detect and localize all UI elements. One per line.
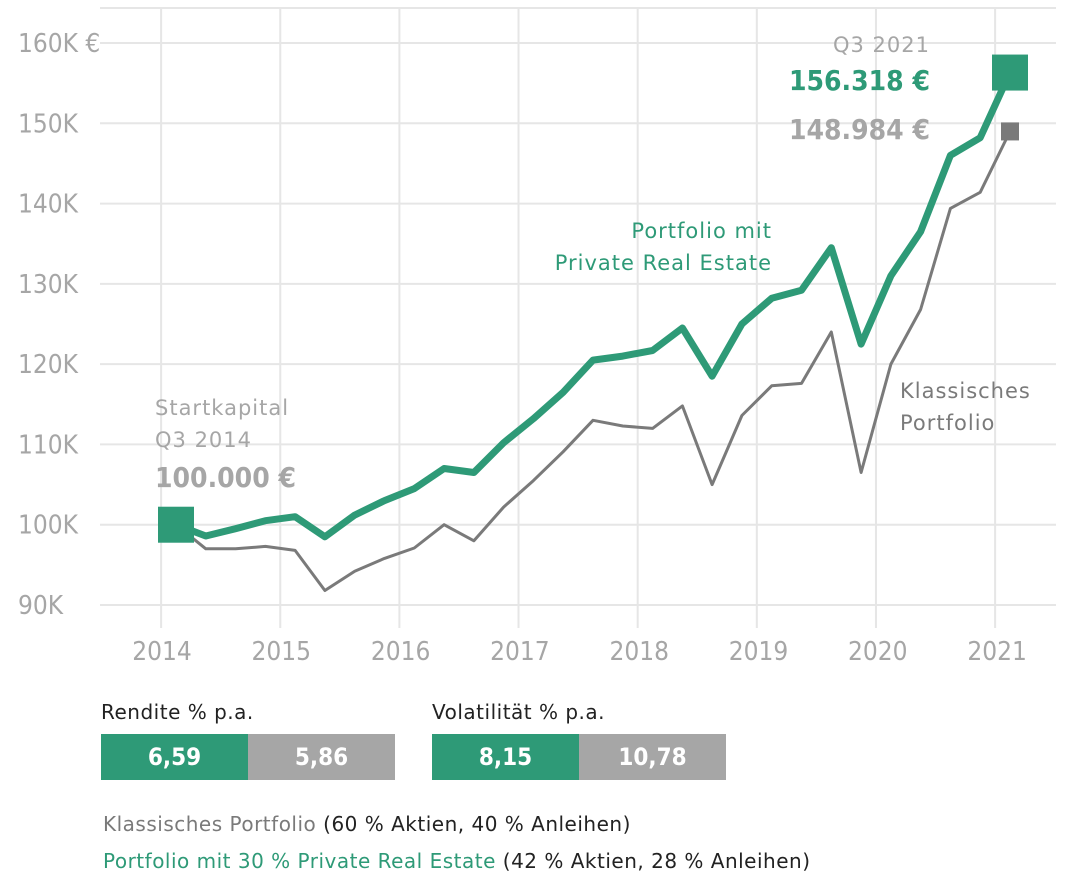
y-tick-label: 100K [18, 511, 79, 541]
pre-series-label-line-2: Private Real Estate [555, 251, 772, 275]
start-label-line-1: Startkapital [155, 396, 289, 420]
y-axis: 90K 100K 110K 120K 130K 140K 150K 160K € [18, 29, 100, 621]
grid [100, 7, 1056, 628]
series-line-pre [172, 69, 1014, 541]
end-value-pre: 156.318 € [789, 64, 930, 97]
metric-volatilitaet-label: Volatilität % p.a. [432, 700, 606, 724]
x-tick-label: 2017 [490, 637, 550, 667]
x-axis: 2014 2015 2016 2017 2018 2019 2020 2021 [132, 637, 1027, 667]
x-tick-label: 2015 [252, 637, 312, 667]
legend-classic: Klassisches Portfolio (60 % Aktien, 40 %… [103, 812, 631, 836]
y-tick-label: 140K [18, 190, 79, 220]
x-tick-label: 2021 [967, 637, 1027, 667]
metric-rendite-bars: 6,59 5,86 [101, 734, 395, 780]
metric-volatilitaet-pre-value: 8,15 [432, 734, 579, 780]
x-tick-label: 2014 [132, 637, 192, 667]
x-tick-label: 2018 [609, 637, 669, 667]
end-value-classic: 148.984 € [789, 113, 930, 146]
x-tick-label: 2016 [371, 637, 431, 667]
metric-rendite: Rendite % p.a. 6,59 5,86 [101, 700, 395, 780]
start-value: 100.000 € [155, 461, 296, 494]
markers [158, 54, 1028, 543]
y-tick-label: 120K [18, 350, 79, 380]
legend-classic-detail: (60 % Aktien, 40 % Anleihen) [316, 812, 631, 836]
classic-series-label-line-2: Portfolio [900, 411, 995, 435]
series-line-classic [174, 129, 1012, 592]
y-tick-label: 110K [18, 430, 79, 460]
y-tick-label: 90K [18, 591, 64, 621]
x-tick-label: 2019 [729, 637, 789, 667]
y-tick-label: 150K [18, 109, 79, 139]
metric-volatilitaet-classic-value: 10,78 [579, 734, 726, 780]
end-label: Q3 2021 [833, 33, 930, 57]
metric-rendite-label: Rendite % p.a. [101, 700, 254, 724]
legend-pre-name: Portfolio mit 30 % Private Real Estate [103, 849, 496, 873]
end-marker-pre [992, 54, 1028, 91]
start-label-line-2: Q3 2014 [155, 428, 252, 452]
legend-pre: Portfolio mit 30 % Private Real Estate (… [103, 849, 811, 873]
y-tick-label: 130K [18, 270, 79, 300]
x-tick-label: 2020 [848, 637, 908, 667]
pre-series-label-line-1: Portfolio mit [631, 219, 772, 243]
legend-pre-detail: (42 % Aktien, 28 % Anleihen) [495, 849, 811, 873]
metric-rendite-classic-value: 5,86 [248, 734, 395, 780]
legend-classic-name: Klassisches Portfolio [103, 812, 317, 836]
metric-volatilitaet-bars: 8,15 10,78 [432, 734, 726, 780]
series-lines [172, 69, 1014, 592]
metric-rendite-pre-value: 6,59 [101, 734, 248, 780]
end-marker-classic [1001, 122, 1019, 141]
y-tick-label: 160K € [18, 29, 100, 59]
classic-series-label-line-1: Klassisches [900, 379, 1031, 403]
metric-volatilitaet: Volatilität % p.a. 8,15 10,78 [432, 700, 726, 780]
start-marker [158, 506, 194, 543]
